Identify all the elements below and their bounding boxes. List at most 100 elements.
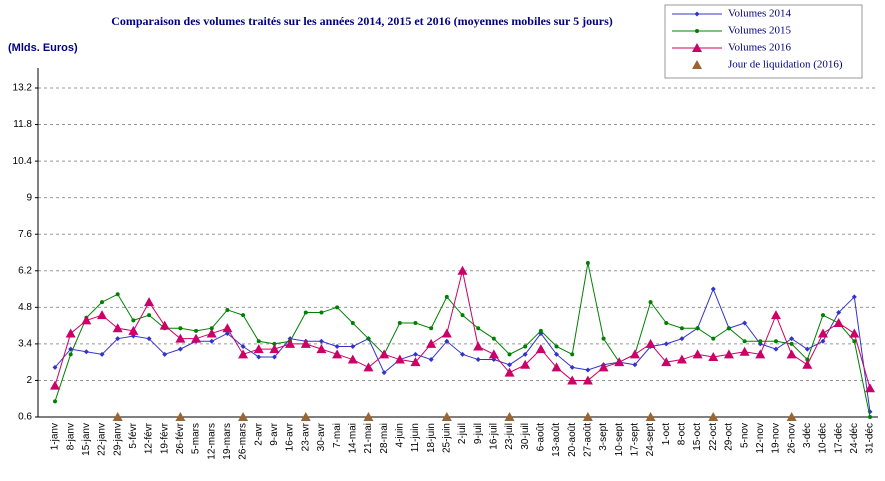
data-point bbox=[366, 336, 371, 341]
data-point bbox=[256, 339, 261, 344]
legend-marker bbox=[692, 60, 702, 69]
data-point bbox=[554, 344, 559, 349]
data-point bbox=[770, 310, 781, 320]
x-tick-label: 26-nov bbox=[786, 423, 797, 454]
data-point bbox=[238, 412, 249, 421]
data-point bbox=[554, 351, 560, 357]
x-tick-label: 14-mai bbox=[347, 423, 358, 454]
x-tick-label: 24-déc bbox=[849, 423, 860, 454]
data-point bbox=[661, 357, 672, 367]
x-tick-label: 27-août bbox=[583, 423, 594, 457]
x-tick-label: 3-sept bbox=[598, 423, 609, 451]
data-point bbox=[692, 349, 703, 359]
x-tick-label: 10-sept bbox=[614, 423, 625, 457]
data-point bbox=[726, 326, 731, 331]
data-point bbox=[523, 344, 528, 349]
data-point bbox=[441, 412, 452, 421]
data-point bbox=[868, 415, 872, 419]
x-tick-label: 6-août bbox=[536, 423, 547, 452]
data-point bbox=[833, 318, 844, 327]
data-point bbox=[535, 344, 546, 354]
x-tick-label: 17-sept bbox=[630, 423, 641, 457]
data-point bbox=[191, 333, 202, 343]
data-point bbox=[363, 412, 374, 421]
data-point bbox=[851, 294, 857, 300]
data-point bbox=[238, 349, 249, 359]
data-point bbox=[645, 412, 656, 421]
data-point bbox=[381, 370, 387, 376]
data-point bbox=[53, 399, 57, 404]
data-point bbox=[115, 336, 121, 342]
x-tick-label: 30-juil bbox=[520, 423, 531, 450]
x-tick-label: 8-janv bbox=[65, 423, 76, 450]
data-point bbox=[758, 339, 763, 344]
data-point bbox=[99, 351, 105, 357]
x-tick-label: 1-oct bbox=[661, 423, 672, 445]
data-point bbox=[852, 339, 857, 344]
y-tick-label: 3.4 bbox=[18, 339, 32, 350]
data-point bbox=[332, 349, 343, 359]
data-point bbox=[601, 336, 606, 341]
x-tick-label: 8-oct bbox=[677, 423, 688, 445]
x-tick-label: 1-janv bbox=[50, 423, 61, 450]
data-point bbox=[97, 310, 108, 320]
x-tick-label: 29-oct bbox=[724, 423, 735, 451]
data-point bbox=[410, 357, 421, 367]
data-point bbox=[473, 341, 484, 351]
x-tick-label: 2-juil bbox=[457, 423, 468, 444]
data-point bbox=[739, 346, 750, 356]
y-tick-label: 6.2 bbox=[18, 265, 32, 276]
y-tick-label: 9 bbox=[26, 192, 32, 203]
x-tick-label: 11-juin bbox=[410, 423, 421, 452]
data-point bbox=[582, 412, 593, 421]
x-tick-label: 12-nov bbox=[755, 423, 766, 454]
data-point bbox=[457, 265, 468, 275]
legend-label: Volumes 2015 bbox=[728, 25, 792, 37]
data-point bbox=[742, 339, 747, 344]
data-point bbox=[520, 359, 531, 369]
x-tick-label: 30-avr bbox=[316, 422, 327, 451]
data-point bbox=[319, 310, 324, 315]
legend-label: Volumes 2016 bbox=[728, 42, 792, 54]
data-point bbox=[256, 354, 262, 360]
data-point bbox=[175, 412, 186, 421]
data-point bbox=[379, 349, 390, 359]
data-point bbox=[412, 351, 418, 357]
data-point bbox=[194, 328, 199, 333]
x-tick-label: 4-juin bbox=[394, 423, 405, 447]
data-point bbox=[723, 349, 734, 359]
data-point bbox=[648, 300, 653, 305]
data-point bbox=[773, 346, 779, 352]
x-tick-label: 5-févr bbox=[128, 422, 139, 448]
x-tick-label: 9-juil bbox=[473, 423, 484, 444]
data-point bbox=[225, 307, 230, 312]
data-point bbox=[444, 338, 450, 344]
data-point bbox=[428, 357, 434, 363]
data-point bbox=[429, 326, 434, 331]
data-point bbox=[817, 328, 828, 338]
x-tick-label: 16-juil bbox=[488, 423, 499, 450]
legend-marker bbox=[695, 29, 699, 33]
data-point bbox=[504, 367, 515, 377]
data-point bbox=[50, 380, 60, 390]
data-point bbox=[147, 313, 152, 318]
data-point bbox=[491, 336, 496, 341]
data-point bbox=[269, 344, 280, 354]
legend-label: Volumes 2014 bbox=[728, 8, 792, 20]
data-point bbox=[413, 321, 418, 325]
x-tick-label: 19-mars bbox=[222, 423, 233, 460]
data-point bbox=[316, 344, 327, 354]
x-tick-label: 18-juin bbox=[426, 423, 437, 453]
x-tick-label: 2-avr bbox=[253, 422, 264, 445]
data-point bbox=[52, 364, 58, 370]
x-tick-label: 25-juin bbox=[441, 423, 452, 453]
data-point bbox=[394, 354, 405, 364]
data-point bbox=[664, 321, 669, 325]
y-tick-label: 11.8 bbox=[13, 119, 32, 130]
x-tick-label: 20-août bbox=[567, 423, 578, 457]
data-point bbox=[159, 320, 170, 330]
data-point bbox=[241, 313, 246, 318]
x-tick-label: 16-avr bbox=[285, 422, 296, 451]
data-point bbox=[441, 328, 452, 338]
